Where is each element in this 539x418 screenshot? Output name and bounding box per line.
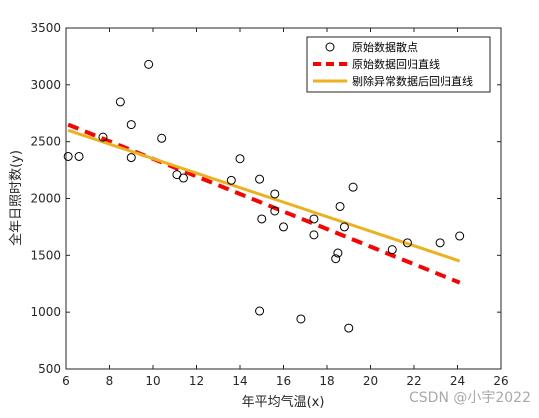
data-point [309, 230, 319, 240]
data-point [296, 314, 306, 324]
series-layer [63, 59, 465, 333]
data-point [387, 245, 397, 255]
data-point [335, 201, 345, 211]
legend-box [306, 36, 491, 93]
watermark-text: CSDN @小宇2022 [409, 390, 531, 406]
y-tick-label: 500 [38, 362, 61, 376]
cleaned-regression-line [67, 128, 461, 263]
data-point [333, 248, 343, 258]
y-tick-label: 2000 [30, 192, 61, 206]
data-point [157, 133, 167, 143]
axis-ticks: 6 8 10 12 14 16 18 20 22 24 26 500 1000 1500 2000 2500 3… [30, 21, 508, 388]
x-tick-label: 8 [106, 374, 114, 388]
data-point [98, 132, 108, 142]
data-point [455, 231, 465, 241]
original-regression-line [67, 122, 461, 285]
data-point [331, 254, 341, 264]
data-point [435, 238, 445, 248]
data-point [344, 323, 354, 333]
x-tick-label: 10 [145, 374, 160, 388]
data-point [309, 214, 319, 224]
data-point [115, 97, 125, 107]
data-point [270, 189, 280, 199]
x-tick-label: 16 [276, 374, 291, 388]
x-tick-label: 18 [319, 374, 334, 388]
data-point [74, 151, 84, 161]
data-point [257, 214, 267, 224]
data-point [126, 153, 136, 163]
data-point [255, 306, 265, 316]
y-tick-label: 3000 [30, 78, 61, 92]
x-tick-label: 26 [493, 374, 508, 388]
y-tick-label: 1000 [30, 305, 61, 319]
x-tick-label: 24 [450, 374, 465, 388]
data-point [226, 175, 236, 185]
data-point [144, 59, 154, 69]
data-point [126, 120, 136, 130]
x-axis-title: 年平均气温(x) [242, 394, 325, 410]
data-point [270, 206, 280, 216]
x-tick-label: 6 [62, 374, 70, 388]
y-tick-label: 1500 [30, 248, 61, 262]
legend-label: 剔除异常数据后回归直线 [352, 74, 473, 88]
x-tick-label: 20 [363, 374, 378, 388]
y-tick-label: 2500 [30, 135, 61, 149]
data-point [255, 174, 265, 184]
data-point [348, 182, 358, 192]
legend-label: 原始数据散点 [352, 40, 418, 54]
data-point [402, 238, 412, 248]
x-tick-label: 22 [406, 374, 421, 388]
data-point [63, 151, 73, 161]
data-point [235, 154, 245, 164]
legend-label: 原始数据回归直线 [352, 57, 440, 71]
y-tick-label: 3500 [30, 21, 61, 35]
y-axis-title: 全年日照时数(y) [8, 150, 24, 246]
x-tick-label: 12 [189, 374, 204, 388]
data-point [178, 173, 188, 183]
data-point [339, 222, 349, 232]
data-point [279, 222, 288, 232]
x-tick-label: 14 [232, 374, 247, 388]
legend-marker-scatter [325, 42, 335, 52]
